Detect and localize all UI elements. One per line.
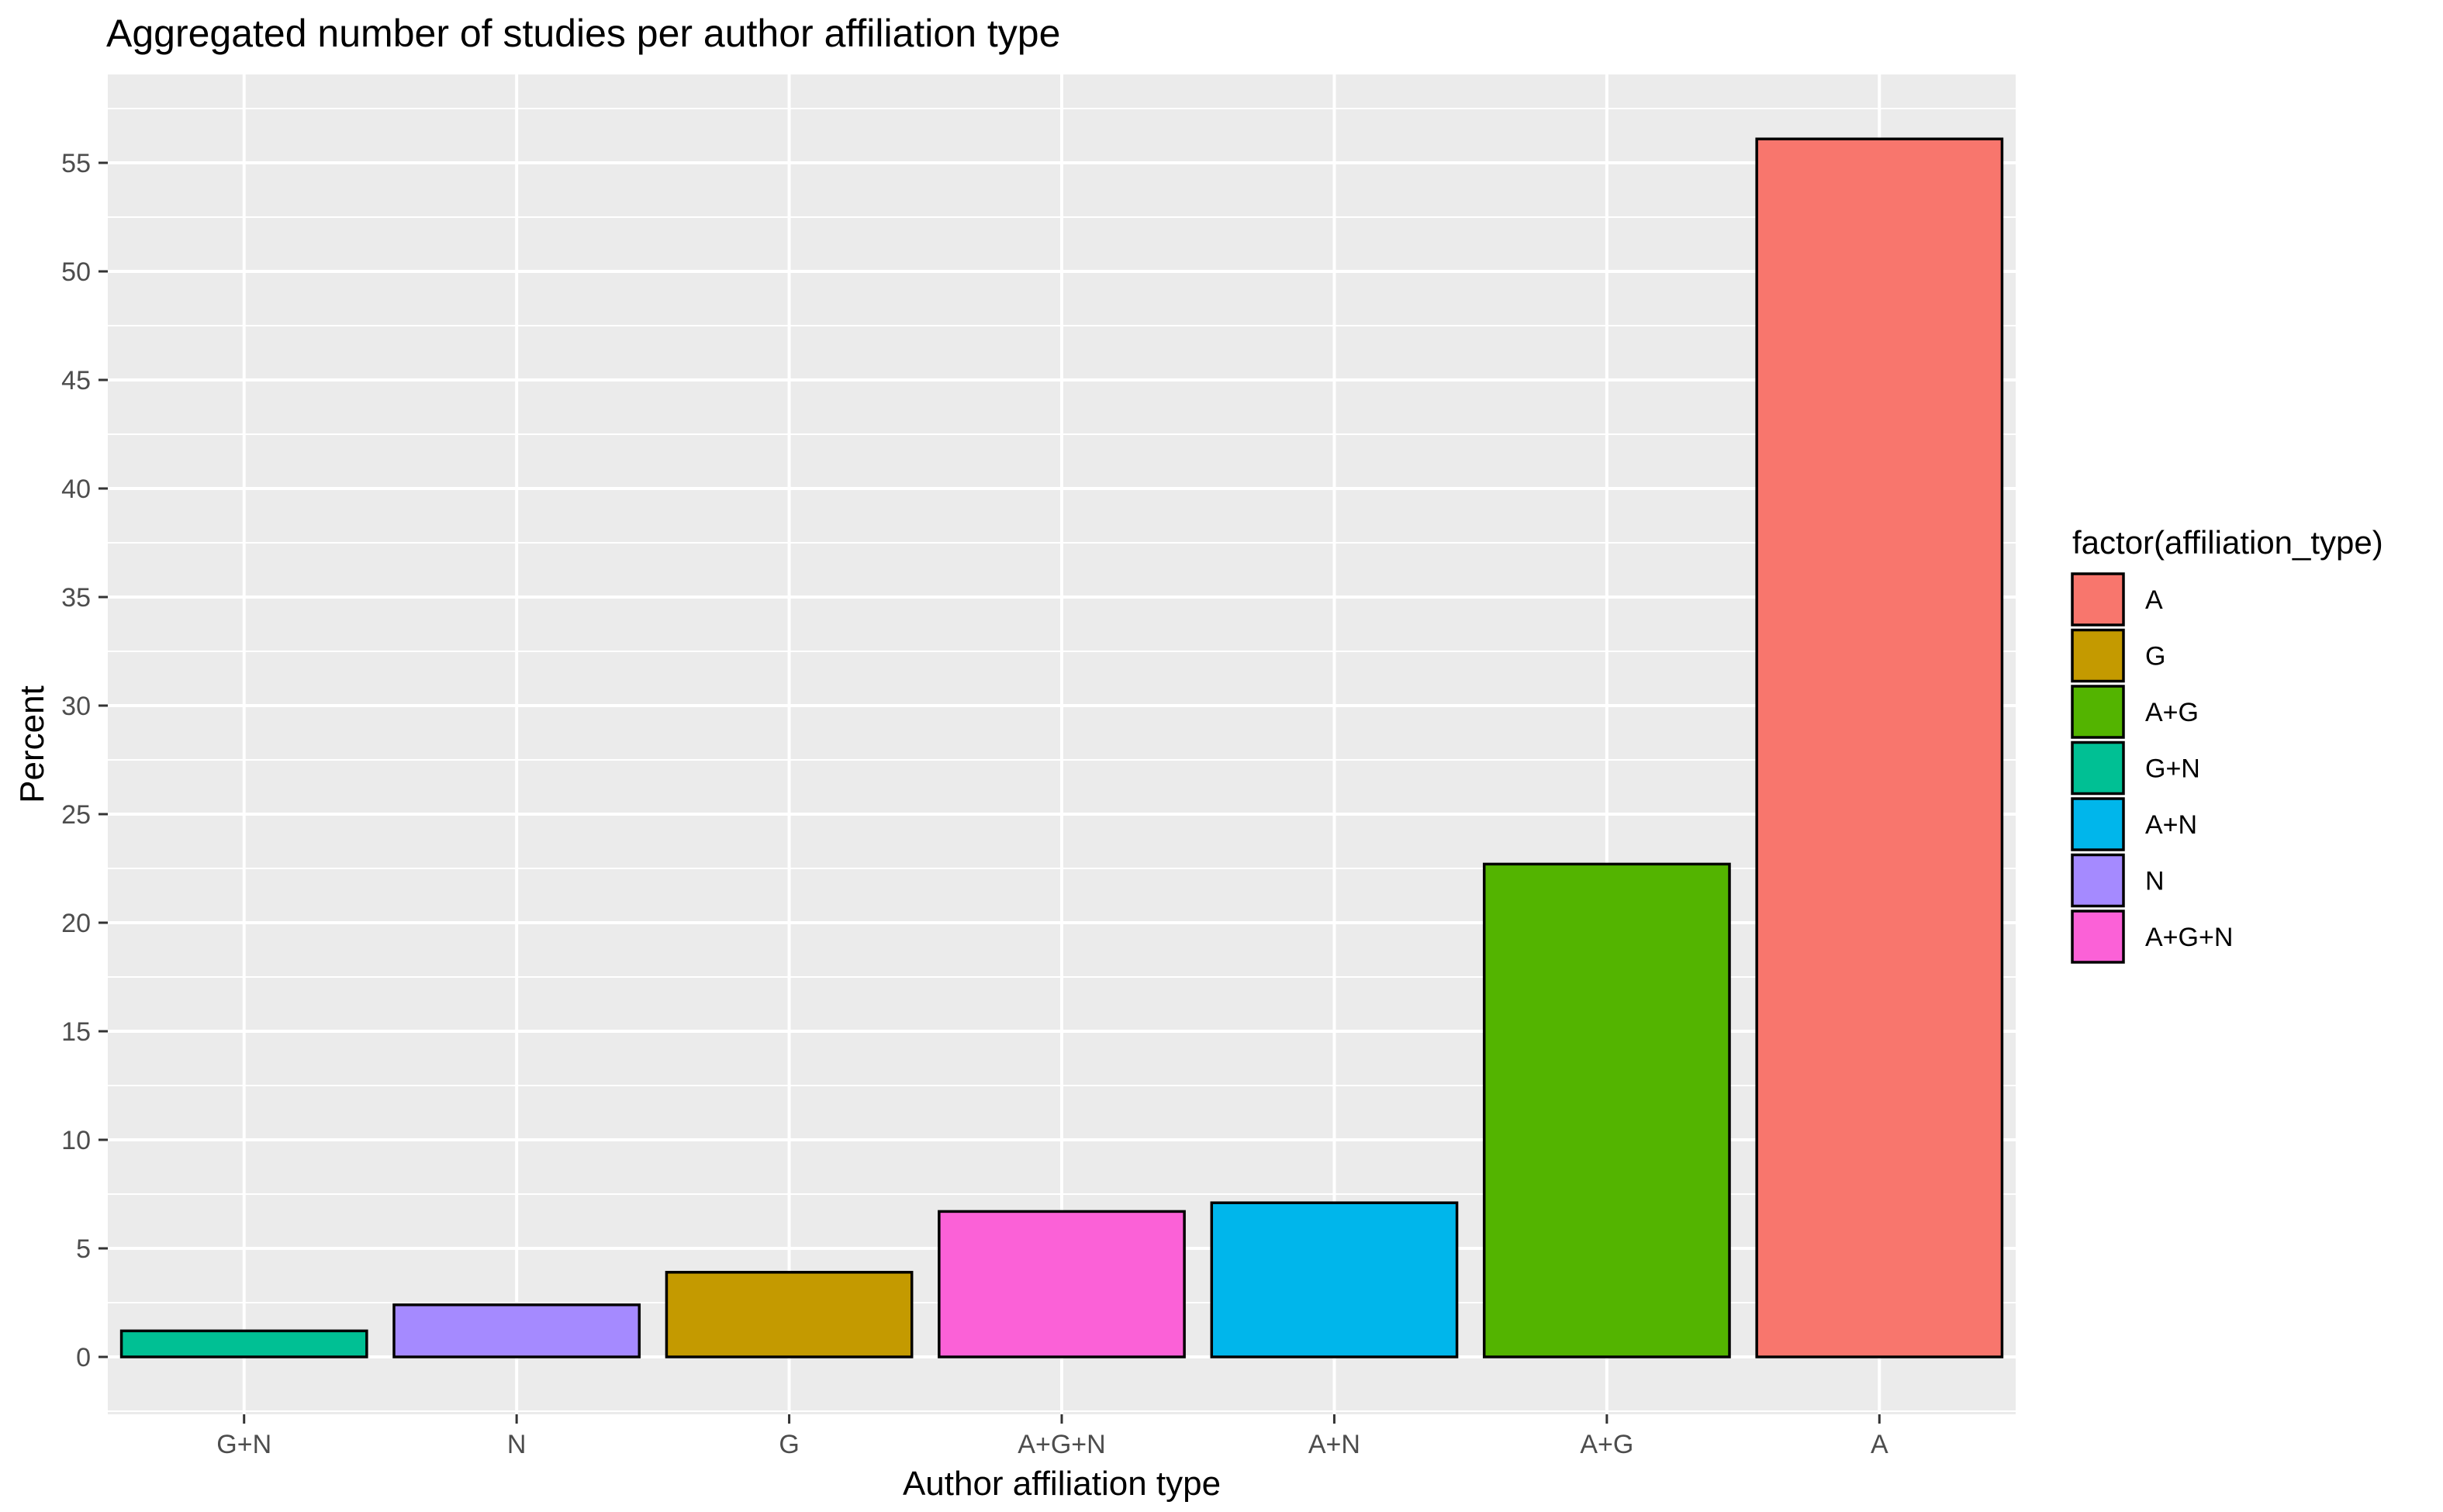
y-tick-label: 10 <box>61 1126 91 1155</box>
bar-n <box>392 1303 641 1358</box>
x-tick-label: G+N <box>216 1430 271 1459</box>
x-tick-label: G <box>779 1430 799 1459</box>
bar-g-n <box>119 1329 368 1358</box>
legend-label: A <box>2145 585 2163 615</box>
y-tick-label: 5 <box>76 1234 91 1264</box>
bar-g <box>665 1271 914 1358</box>
legend: factor(affiliation_type) AG A+G G+N A+N N A+G… <box>2071 524 2383 964</box>
bar-a <box>1755 137 2004 1358</box>
legend-label: A+G <box>2145 698 2199 727</box>
y-tick-label: 25 <box>61 800 91 830</box>
y-tick-label: 40 <box>61 475 91 504</box>
legend-key <box>2071 853 2125 908</box>
legend-label: G+N <box>2145 754 2200 784</box>
y-axis: 0 5 10 15 20 25 30 35 40 45 50 55 <box>61 149 108 1372</box>
legend-key <box>2071 572 2125 627</box>
x-tick-label: A <box>1871 1430 1888 1459</box>
y-tick-label: 20 <box>61 909 91 938</box>
legend-key <box>2071 797 2125 851</box>
x-tick-label: N <box>507 1430 527 1459</box>
legend-label: A+N <box>2145 810 2197 840</box>
y-tick-label: 55 <box>61 149 91 178</box>
bars <box>119 137 2004 1358</box>
legend-key <box>2071 740 2125 796</box>
bar-a-n <box>1210 1201 1459 1358</box>
legend-label: A+G+N <box>2145 923 2233 952</box>
x-tick-label: A+G <box>1580 1430 1633 1459</box>
bar-a-g <box>1482 862 1731 1358</box>
legend-key <box>2071 685 2125 739</box>
legend-label: N <box>2145 867 2165 896</box>
x-axis-title: Author affiliation type <box>903 1465 1221 1503</box>
y-tick-label: 15 <box>61 1017 91 1047</box>
x-tick-label: A+N <box>1308 1430 1360 1459</box>
y-tick-label: 35 <box>61 583 91 613</box>
legend-key <box>2071 910 2125 964</box>
y-tick-label: 50 <box>61 257 91 287</box>
y-tick-label: 0 <box>76 1343 91 1372</box>
legend-key <box>2071 628 2125 683</box>
x-tick-label: A+G+N <box>1018 1430 1105 1459</box>
legend-items: AG A+G G+N A+N N A+G+N <box>2071 572 2233 964</box>
y-axis-title: Percent <box>13 685 51 803</box>
bar-a-g-n <box>938 1210 1186 1358</box>
legend-title: factor(affiliation_type) <box>2072 524 2383 561</box>
x-axis: G+N N G A+G+N A+N A+G A <box>216 1414 1888 1459</box>
y-tick-label: 45 <box>61 366 91 395</box>
chart-title: Aggregated number of studies per author … <box>106 12 1060 55</box>
y-tick-label: 30 <box>61 692 91 721</box>
legend-label: G <box>2145 642 2165 671</box>
